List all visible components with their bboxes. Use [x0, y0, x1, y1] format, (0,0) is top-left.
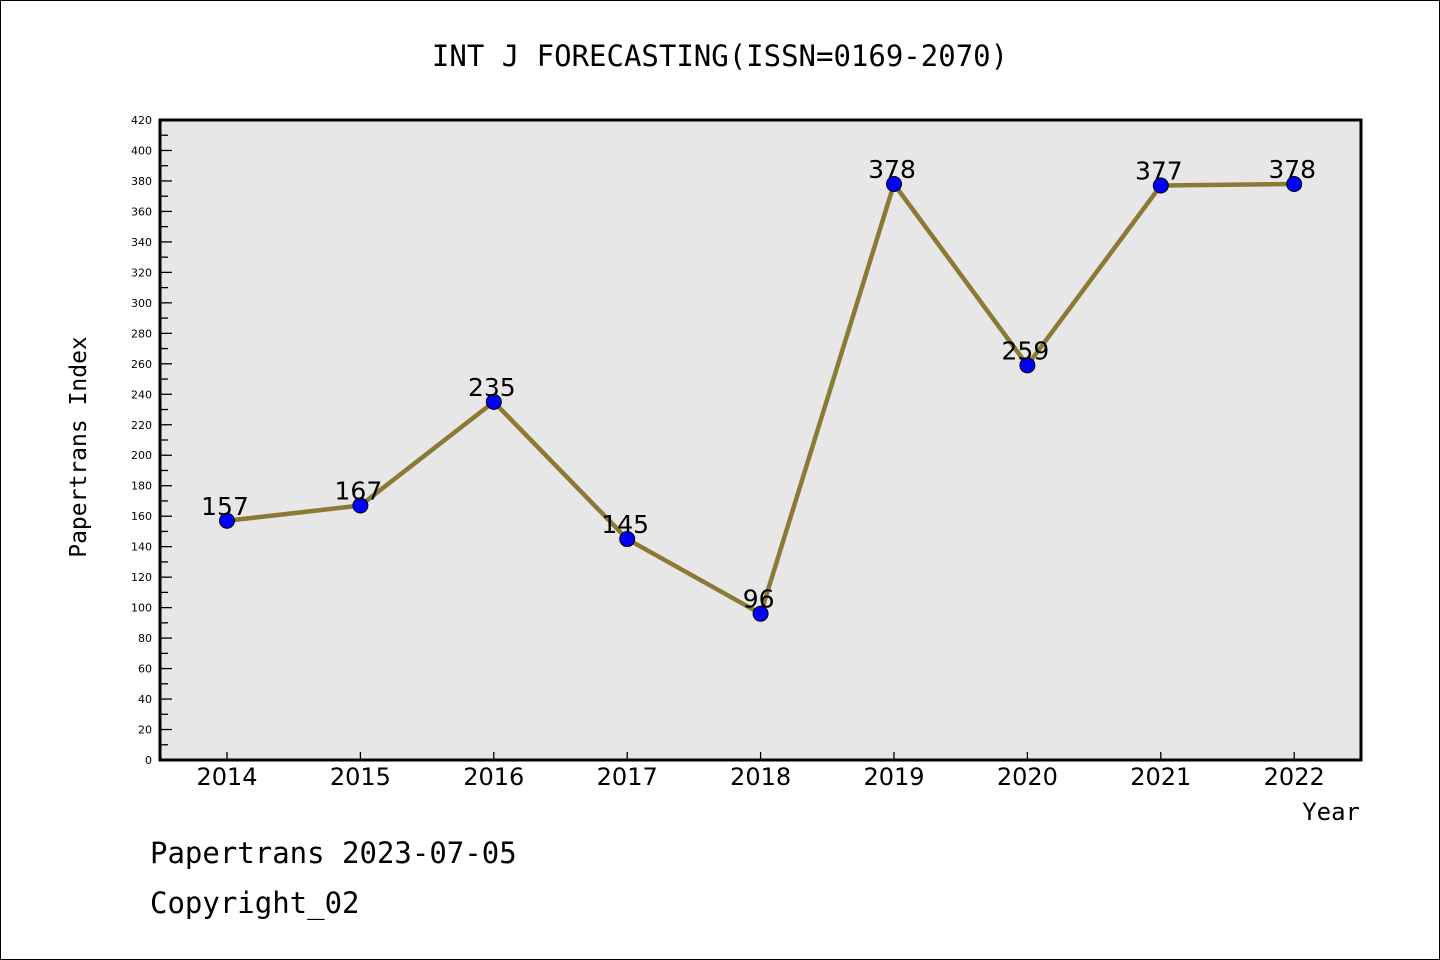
- data-label: 378: [1268, 155, 1316, 184]
- data-point: [219, 512, 235, 529]
- y-tick-label: 300: [131, 297, 152, 310]
- data-point: [485, 393, 502, 410]
- data-point: [886, 176, 902, 192]
- x-tick-label: 2022: [1264, 763, 1325, 791]
- x-tick-label: 2020: [997, 763, 1058, 791]
- data-point: [1152, 177, 1169, 194]
- x-tick-label: 2014: [196, 763, 257, 791]
- x-axis-label: Year: [1302, 798, 1360, 826]
- footer-date: Papertrans 2023-07-05: [150, 836, 517, 870]
- y-tick-label: 40: [138, 693, 152, 706]
- y-tick-label: 360: [131, 205, 152, 218]
- y-tick-label: 420: [131, 114, 152, 127]
- y-tick-label: 240: [131, 388, 152, 401]
- data-label: 96: [743, 585, 775, 614]
- data-label: 157: [201, 492, 249, 521]
- plot-area: [160, 120, 1361, 760]
- data-point: [619, 531, 636, 548]
- x-tick-label: 2016: [463, 763, 524, 791]
- y-tick-label: 80: [138, 632, 152, 645]
- y-tick-label: 400: [131, 144, 152, 157]
- y-tick-label: 20: [138, 724, 152, 737]
- data-point: [752, 605, 769, 622]
- data-label: 377: [1135, 157, 1183, 186]
- x-tick-label: 2021: [1130, 763, 1191, 791]
- y-axis-label: Papertrans Index: [66, 336, 92, 558]
- data-label: 259: [1002, 336, 1050, 365]
- y-tick-label: 0: [145, 754, 152, 767]
- y-tick-label: 180: [131, 480, 152, 493]
- y-tick-label: 140: [131, 541, 152, 554]
- x-tick-label: 2019: [863, 763, 924, 791]
- y-tick-label: 340: [131, 236, 152, 249]
- y-tick-label: 200: [131, 449, 152, 462]
- y-tick-label: 260: [131, 358, 152, 371]
- y-tick-label: 280: [131, 327, 152, 340]
- y-tick-label: 120: [131, 571, 152, 584]
- y-tick-label: 100: [131, 602, 152, 615]
- footer-copyright: Copyright_02: [150, 886, 360, 920]
- x-tick-label: 2018: [730, 763, 791, 791]
- y-tick-label: 160: [131, 510, 152, 523]
- plot-border: [158, 118, 1363, 762]
- data-point: [1286, 176, 1303, 192]
- data-label: 378: [868, 155, 916, 184]
- y-tick-label: 60: [138, 663, 152, 676]
- chart-title: INT J FORECASTING(ISSN=0169-2070): [432, 39, 1008, 73]
- y-tick-label: 320: [131, 266, 152, 279]
- data-label: 145: [601, 510, 649, 539]
- x-tick-label: 2017: [597, 763, 658, 791]
- y-tick-label: 220: [131, 419, 152, 432]
- data-label: 235: [468, 373, 516, 402]
- y-tick-label: 380: [131, 175, 152, 188]
- data-point: [1019, 357, 1036, 374]
- data-point: [352, 497, 369, 514]
- x-tick-label: 2015: [330, 763, 391, 791]
- data-label: 167: [335, 477, 383, 506]
